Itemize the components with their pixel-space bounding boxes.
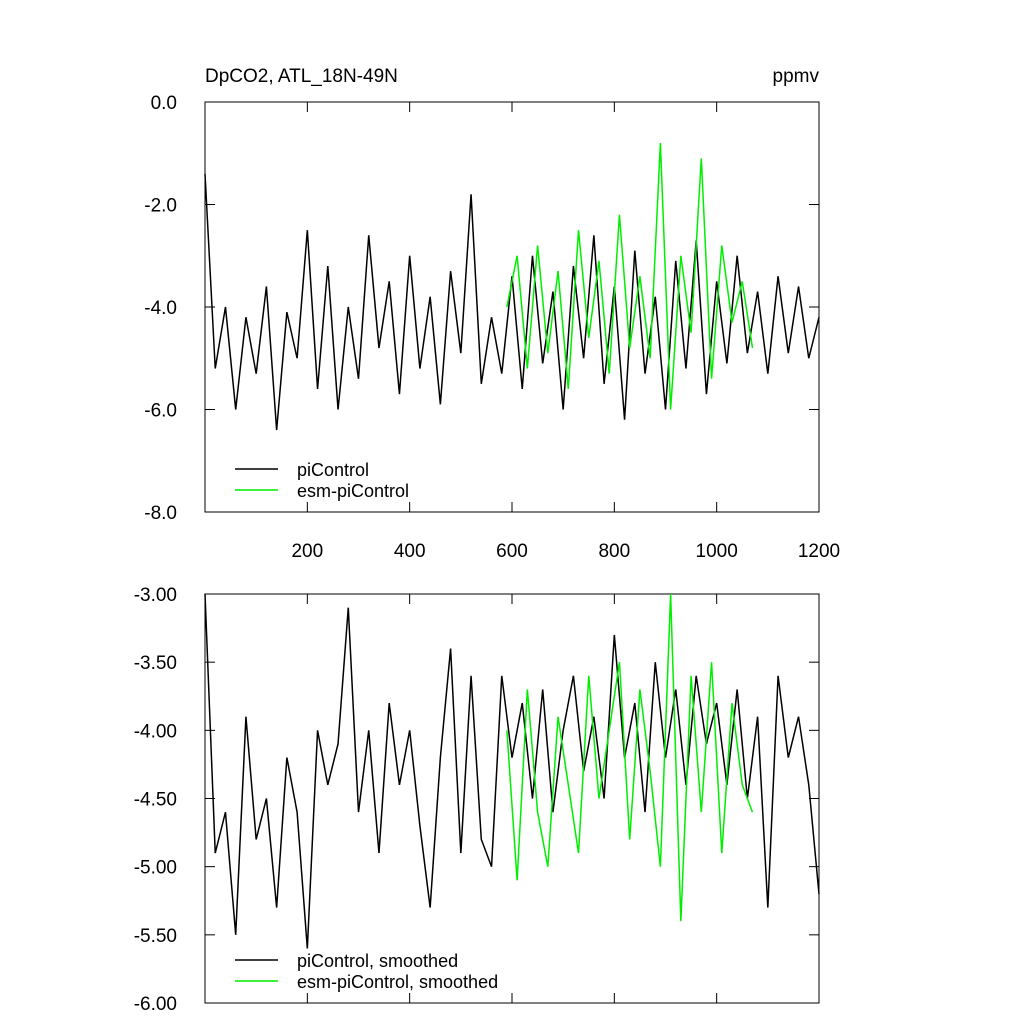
x-tick-label: 600 bbox=[496, 541, 528, 562]
y-tick-label: -8.0 bbox=[144, 503, 177, 524]
y-tick-label: -4.50 bbox=[134, 790, 177, 811]
x-tick-label: 200 bbox=[291, 541, 323, 562]
y-tick-label: -3.00 bbox=[134, 585, 177, 606]
data-line bbox=[204, 593, 820, 949]
plot-frame bbox=[204, 101, 820, 513]
y-tick-label: -4.00 bbox=[134, 721, 177, 742]
data-line bbox=[506, 142, 754, 410]
legend-label: piControl bbox=[297, 460, 369, 480]
legend-label: esm-piControl bbox=[297, 481, 409, 501]
y-tick-label: -3.50 bbox=[134, 653, 177, 674]
legend-label: esm-piControl, smoothed bbox=[297, 972, 498, 992]
chart-title: DpCO2, ATL_18N-49N bbox=[205, 66, 398, 87]
data-line bbox=[204, 173, 820, 431]
y-tick-label: -5.00 bbox=[134, 858, 177, 879]
data-line bbox=[506, 593, 754, 922]
y-tick-label: -6.0 bbox=[144, 401, 177, 422]
y-tick-label: -6.00 bbox=[134, 994, 177, 1015]
x-tick-label: 400 bbox=[394, 541, 426, 562]
x-tick-label: 800 bbox=[598, 541, 630, 562]
x-tick-label: 1200 bbox=[798, 541, 840, 562]
legend-label: piControl, smoothed bbox=[297, 951, 458, 971]
x-tick-label: 1000 bbox=[696, 541, 738, 562]
y-tick-label: 0.0 bbox=[151, 93, 177, 114]
y-tick-label: -5.50 bbox=[134, 926, 177, 947]
y-tick-label: -4.0 bbox=[144, 298, 177, 319]
y-tick-label: -2.0 bbox=[144, 196, 177, 217]
units-label: ppmv bbox=[773, 66, 820, 87]
